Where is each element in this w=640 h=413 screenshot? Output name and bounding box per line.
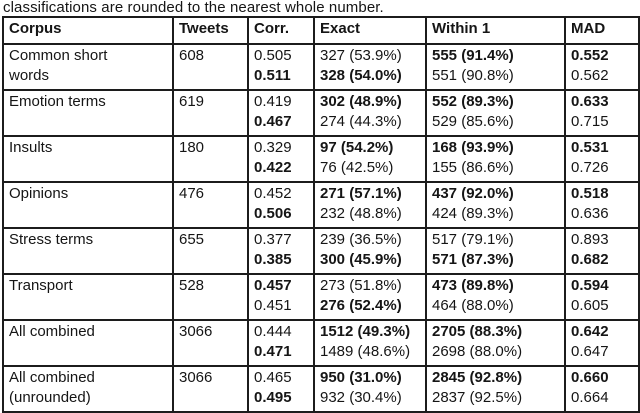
- column-header-mad: MAD: [564, 16, 640, 45]
- corpus-cell: Transport: [2, 273, 174, 321]
- table-body: Common short words 608 0.505 0.511 327 (53.9%…: [2, 43, 640, 413]
- corr-cell: 0.452 0.506: [247, 181, 315, 229]
- within1-cell: 168 (93.9%) 155 (86.6%): [425, 135, 566, 183]
- exact-cell: 239 (36.5%) 300 (45.9%): [313, 227, 427, 275]
- exact-cell: 950 (31.0%) 932 (30.4%): [313, 365, 427, 413]
- corr-cell: 0.419 0.467: [247, 89, 315, 137]
- within1-cell: 2845 (92.8%) 2837 (92.5%): [425, 365, 566, 413]
- column-header-tweets: Tweets: [172, 16, 249, 45]
- corpus-cell: Common short words: [2, 43, 174, 91]
- tweets-cell: 476: [172, 181, 249, 229]
- table-row: All combined (unrounded) 3066 0.465 0.495 950…: [2, 365, 640, 413]
- mad-cell: 0.660 0.664: [564, 365, 640, 413]
- mad-cell: 0.531 0.726: [564, 135, 640, 183]
- mad-cell: 0.552 0.562: [564, 43, 640, 91]
- table-row: Opinions 476 0.452 0.506 271 (57.1%) 232 (48.…: [2, 181, 640, 229]
- tweets-cell: 655: [172, 227, 249, 275]
- table-row: Common short words 608 0.505 0.511 327 (53.9%…: [2, 43, 640, 91]
- column-header-exact: Exact: [313, 16, 427, 45]
- corpus-cell: Opinions: [2, 181, 174, 229]
- within1-cell: 473 (89.8%) 464 (88.0%): [425, 273, 566, 321]
- tweets-cell: 3066: [172, 365, 249, 413]
- within1-cell: 517 (79.1%) 571 (87.3%): [425, 227, 566, 275]
- exact-cell: 302 (48.9%) 274 (44.3%): [313, 89, 427, 137]
- corpus-cell: All combined (unrounded): [2, 365, 174, 413]
- column-header-corpus: Corpus: [2, 16, 174, 45]
- table-caption: classifications are rounded to the neare…: [3, 0, 384, 16]
- within1-cell: 437 (92.0%) 424 (89.3%): [425, 181, 566, 229]
- header-row: Corpus Tweets Corr. Exact Within 1 MAD: [2, 16, 640, 45]
- mad-cell: 0.594 0.605: [564, 273, 640, 321]
- corr-cell: 0.457 0.451: [247, 273, 315, 321]
- corr-cell: 0.444 0.471: [247, 319, 315, 367]
- table-row: All combined 3066 0.444 0.471 1512 (49.3%) 14…: [2, 319, 640, 367]
- tweets-cell: 608: [172, 43, 249, 91]
- tweets-cell: 180: [172, 135, 249, 183]
- table-row: Stress terms 655 0.377 0.385 239 (36.5%) 300 …: [2, 227, 640, 275]
- within1-cell: 552 (89.3%) 529 (85.6%): [425, 89, 566, 137]
- corpus-cell: Insults: [2, 135, 174, 183]
- corr-cell: 0.329 0.422: [247, 135, 315, 183]
- tweets-cell: 3066: [172, 319, 249, 367]
- corpus-cell: Emotion terms: [2, 89, 174, 137]
- exact-cell: 273 (51.8%) 276 (52.4%): [313, 273, 427, 321]
- exact-cell: 1512 (49.3%) 1489 (48.6%): [313, 319, 427, 367]
- corpus-cell: All combined: [2, 319, 174, 367]
- column-header-within1: Within 1: [425, 16, 566, 45]
- corpus-cell: Stress terms: [2, 227, 174, 275]
- exact-cell: 327 (53.9%) 328 (54.0%): [313, 43, 427, 91]
- within1-cell: 2705 (88.3%) 2698 (88.0%): [425, 319, 566, 367]
- exact-cell: 97 (54.2%) 76 (42.5%): [313, 135, 427, 183]
- tweets-cell: 528: [172, 273, 249, 321]
- corr-cell: 0.377 0.385: [247, 227, 315, 275]
- within1-cell: 555 (91.4%) 551 (90.8%): [425, 43, 566, 91]
- exact-cell: 271 (57.1%) 232 (48.8%): [313, 181, 427, 229]
- column-header-corr: Corr.: [247, 16, 315, 45]
- table-row: Insults 180 0.329 0.422 97 (54.2%) 76 (42.5%)…: [2, 135, 640, 183]
- results-table: Corpus Tweets Corr. Exact Within 1 MAD C…: [2, 16, 640, 413]
- mad-cell: 0.518 0.636: [564, 181, 640, 229]
- table-row: Transport 528 0.457 0.451 273 (51.8%) 276 (52…: [2, 273, 640, 321]
- mad-cell: 0.893 0.682: [564, 227, 640, 275]
- corr-cell: 0.465 0.495: [247, 365, 315, 413]
- mad-cell: 0.633 0.715: [564, 89, 640, 137]
- corr-cell: 0.505 0.511: [247, 43, 315, 91]
- mad-cell: 0.642 0.647: [564, 319, 640, 367]
- table-row: Emotion terms 619 0.419 0.467 302 (48.9%) 274…: [2, 89, 640, 137]
- tweets-cell: 619: [172, 89, 249, 137]
